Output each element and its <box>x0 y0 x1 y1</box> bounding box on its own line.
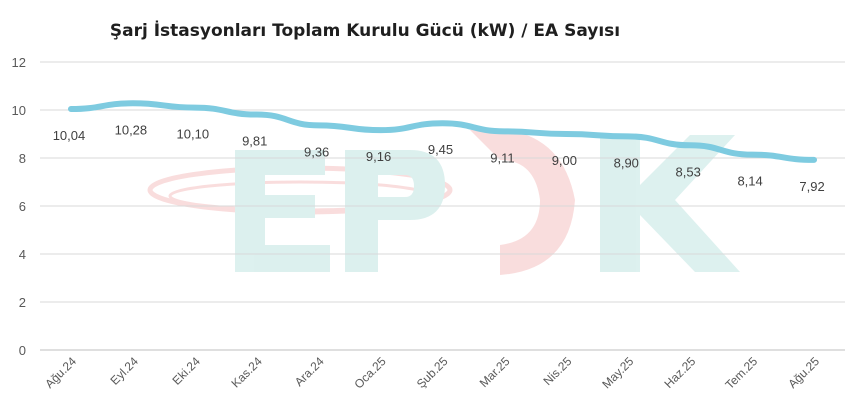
data-labels: 10,04 10,28 10,10 9,81 9,36 9,16 9,45 9,11 9,00 8… <box>53 122 825 194</box>
watermark-swoosh <box>147 165 453 215</box>
y-tick-label: 12 <box>12 55 26 70</box>
x-tick-label: Ağu.25 <box>785 354 822 391</box>
chart-title: Şarj İstasyonları Toplam Kurulu Gücü (kW… <box>110 19 620 41</box>
data-label: 8,53 <box>676 164 701 179</box>
x-tick-label: Eyl.24 <box>108 354 142 388</box>
x-tick-label: Tem.25 <box>723 354 761 392</box>
x-tick-label: Eki.24 <box>169 354 203 388</box>
x-tick-label: Nis.25 <box>541 354 575 388</box>
x-axis-ticks: Ağu.24 Eyl.24 Eki.24 Kas.24 Ara.24 Oca.25 Şub.… <box>42 354 822 392</box>
data-label: 9,16 <box>366 149 391 164</box>
x-tick-label: Kas.24 <box>229 354 266 391</box>
y-tick-label: 2 <box>19 295 26 310</box>
data-label: 9,45 <box>428 142 453 157</box>
y-tick-label: 8 <box>19 151 26 166</box>
epdk-watermark-logo <box>147 128 740 275</box>
data-label: 9,36 <box>304 144 329 159</box>
watermark-letter-d <box>470 128 575 275</box>
watermark-letter-e <box>235 150 330 272</box>
x-tick-label: Oca.25 <box>351 354 388 391</box>
watermark-letter-p <box>345 150 445 272</box>
data-label: 10,28 <box>115 122 148 137</box>
series <box>67 100 818 163</box>
x-tick-label: May.25 <box>599 354 636 391</box>
y-tick-label: 4 <box>19 247 26 262</box>
x-tick-label: Şub.25 <box>414 354 451 391</box>
y-tick-label: 6 <box>19 199 26 214</box>
data-label: 9,81 <box>242 134 267 149</box>
data-label: 10,10 <box>177 127 210 142</box>
data-label: 8,14 <box>737 174 762 189</box>
watermark-swoosh-inner <box>168 180 432 212</box>
data-label: 9,00 <box>552 153 577 168</box>
y-axis-ticks: 0 2 4 6 8 10 12 <box>12 55 26 358</box>
x-tick-label: Ağu.24 <box>42 354 79 391</box>
x-tick-label: Haz.25 <box>662 354 699 391</box>
data-label: 9,11 <box>490 150 514 165</box>
y-tick-label: 10 <box>12 103 26 118</box>
grid <box>40 61 845 351</box>
data-label: 8,90 <box>614 155 639 170</box>
x-tick-label: Mar.25 <box>477 354 513 390</box>
y-tick-label: 0 <box>19 343 26 358</box>
data-label: 10,04 <box>53 128 86 143</box>
x-tick-label: Ara.24 <box>292 354 327 389</box>
data-label: 7,92 <box>799 179 824 194</box>
watermark-letter-k <box>600 135 740 272</box>
